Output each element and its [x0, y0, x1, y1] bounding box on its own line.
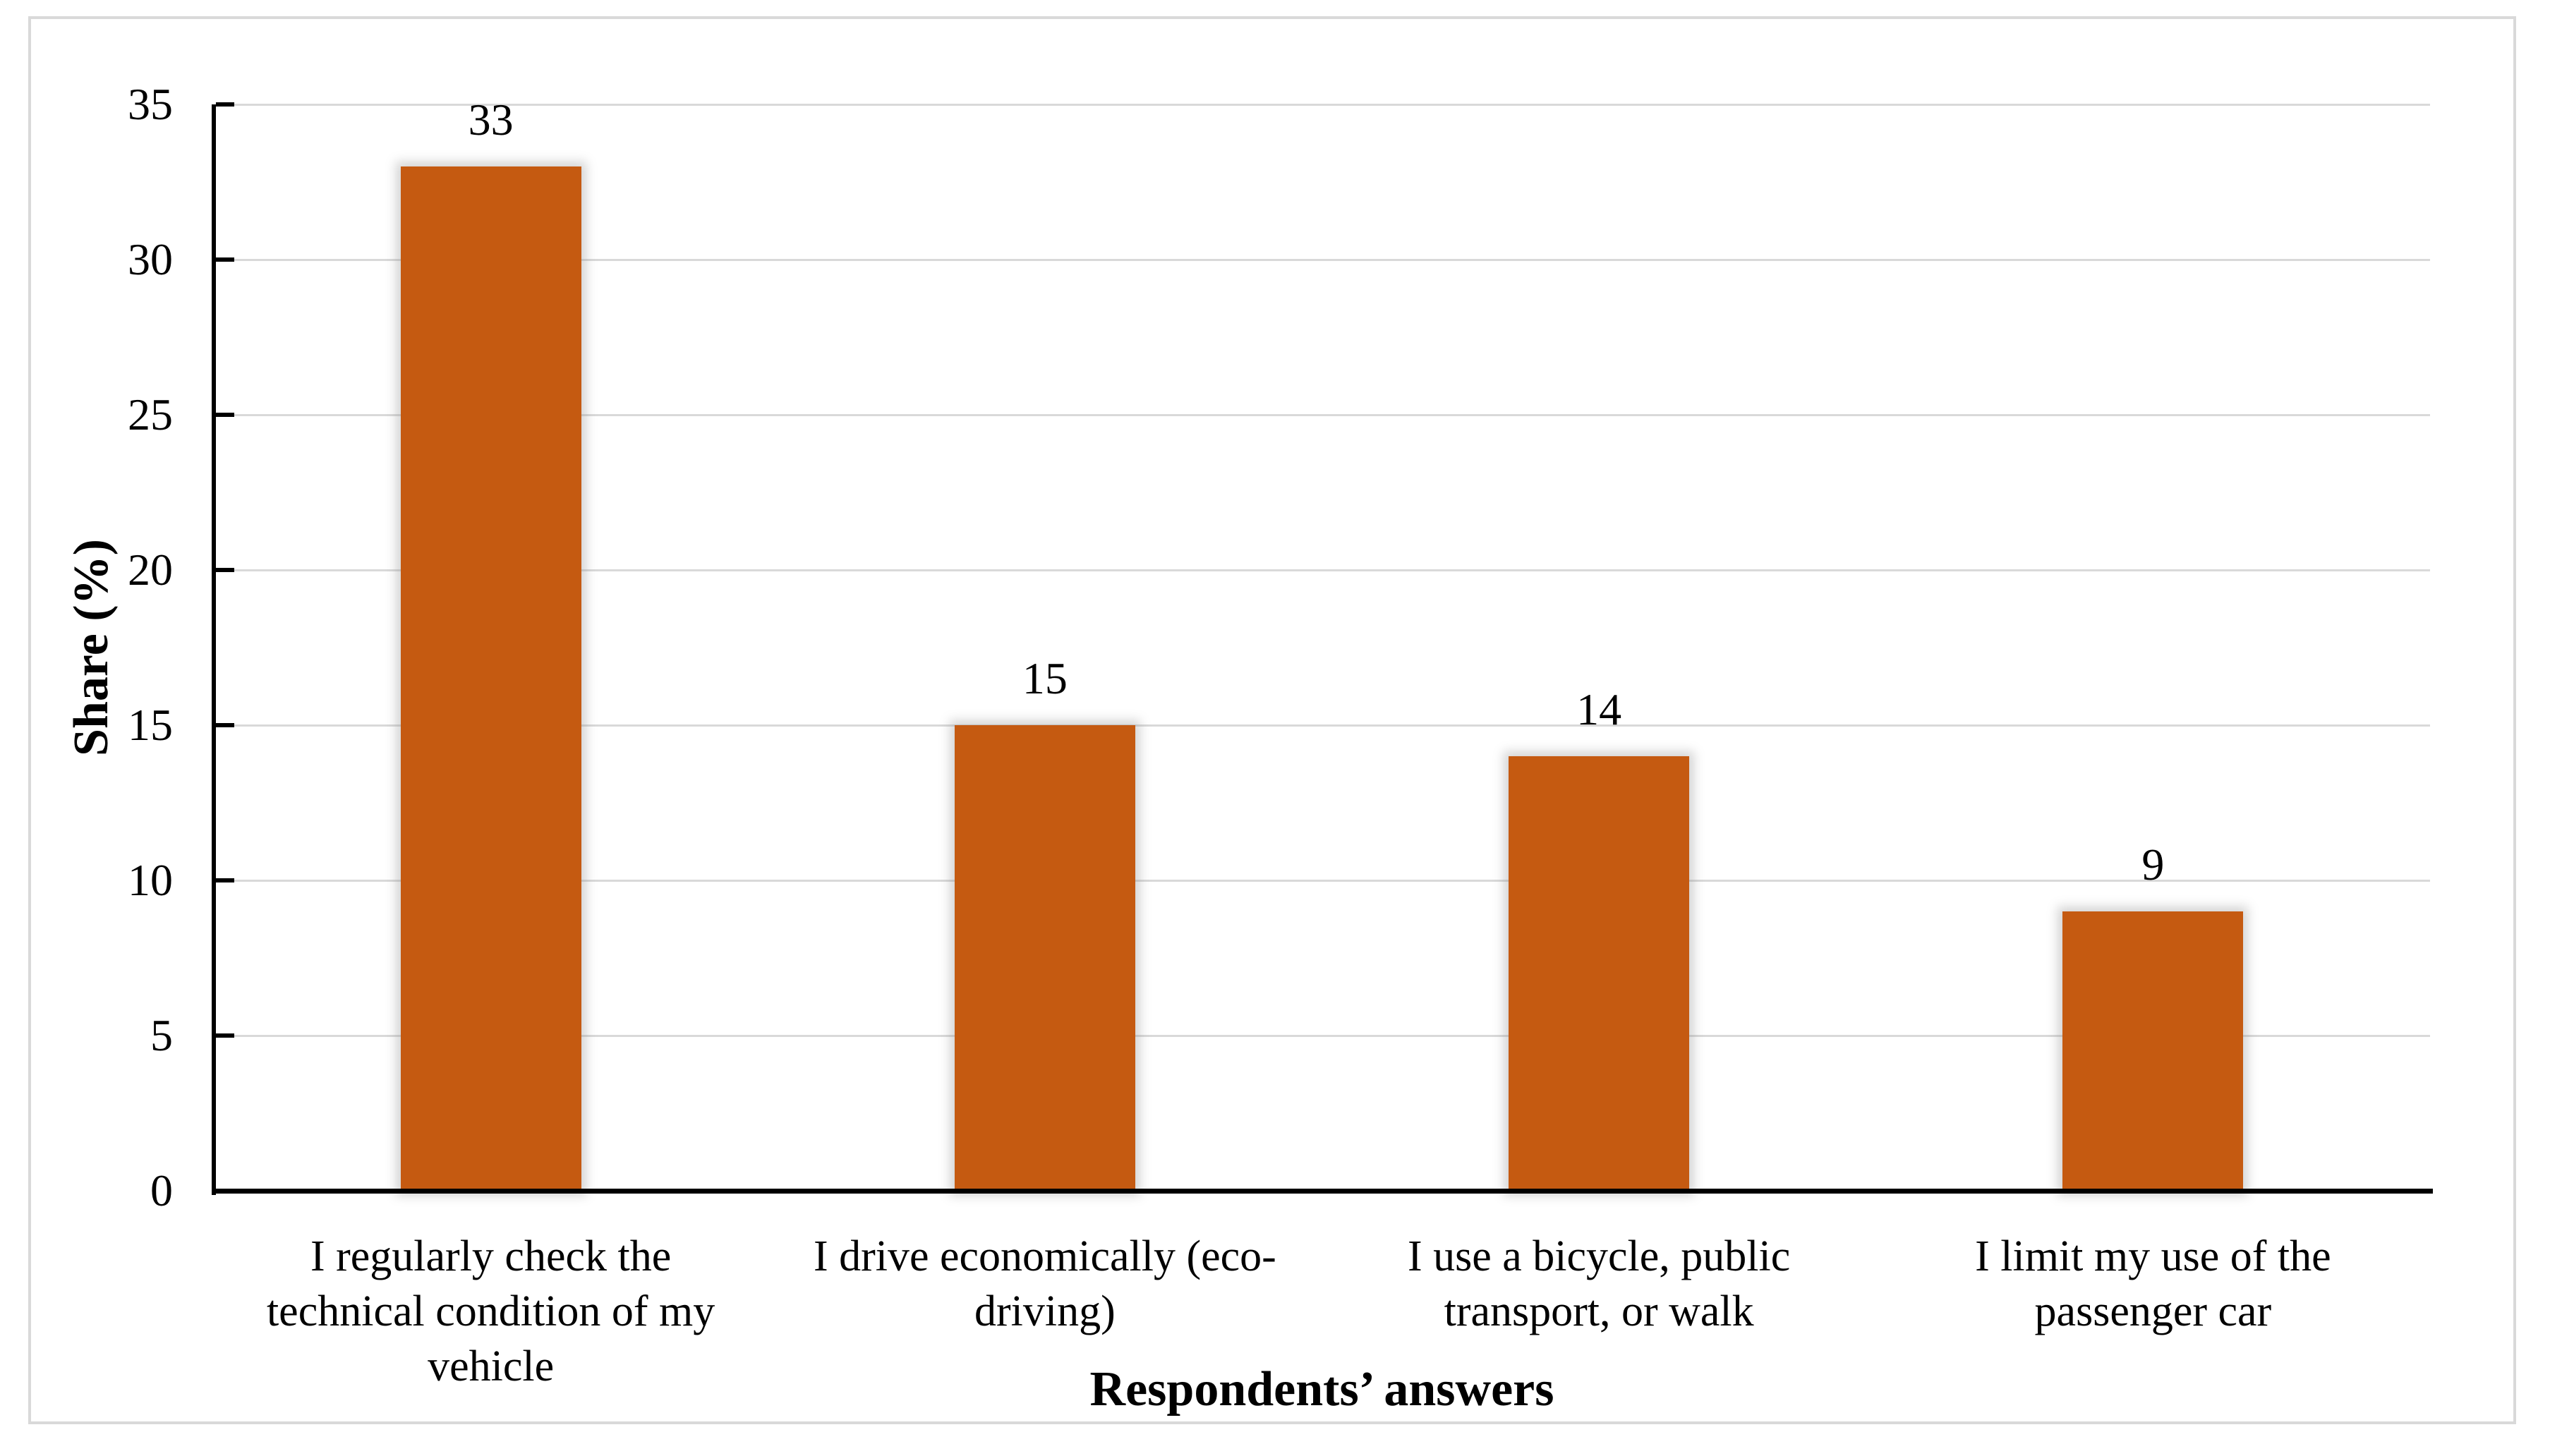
- y-tick-mark-15: [216, 723, 234, 727]
- category-label-4: I limit my use of the passenger car: [1875, 1229, 2430, 1339]
- category-label-1: I regularly check the technical condition…: [214, 1229, 768, 1394]
- x-axis-title: Respondents’ answers: [1089, 1362, 1554, 1416]
- category-label-line: technical condition of my: [266, 1287, 715, 1335]
- y-tick-label-30: 30: [128, 234, 173, 284]
- y-axis-title: Share (%): [64, 539, 119, 756]
- bar-value-label-3: 14: [1576, 684, 1622, 734]
- category-label-2: I drive economically (eco-driving): [768, 1229, 1322, 1339]
- y-tick-mark-25: [216, 413, 234, 417]
- x-axis-line: [212, 1189, 2433, 1194]
- category-label-line: driving): [974, 1287, 1116, 1335]
- y-axis-line: [212, 104, 216, 1195]
- gridline-25: [216, 414, 2430, 416]
- y-tick-label-0: 0: [150, 1165, 173, 1215]
- y-tick-label-25: 25: [128, 389, 173, 439]
- gridline-10: [216, 880, 2430, 882]
- category-label-line: passenger car: [2034, 1287, 2272, 1335]
- y-tick-mark-10: [216, 878, 234, 882]
- bar-4: [2062, 911, 2244, 1191]
- category-label-line: vehicle: [428, 1342, 555, 1390]
- bar-value-label-4: 9: [2141, 839, 2165, 890]
- gridline-30: [216, 259, 2430, 261]
- category-label-line: I regularly check the: [310, 1232, 672, 1280]
- category-label-line: transport, or walk: [1444, 1287, 1754, 1335]
- y-tick-label-5: 5: [150, 1010, 173, 1060]
- category-label-line: I drive economically (eco-: [813, 1232, 1276, 1280]
- category-label-line: I use a bicycle, public: [1407, 1232, 1791, 1280]
- bar-1: [400, 166, 581, 1191]
- y-tick-label-35: 35: [128, 79, 173, 129]
- y-tick-label-10: 10: [128, 855, 173, 905]
- category-label-3: I use a bicycle, public transport, or wal…: [1322, 1229, 1876, 1339]
- gridline-35: [216, 104, 2430, 106]
- gridline-15: [216, 724, 2430, 727]
- gridline-5: [216, 1035, 2430, 1037]
- y-tick-mark-30: [216, 257, 234, 262]
- bar-value-label-2: 15: [1022, 653, 1068, 703]
- category-label-line: I limit my use of the: [1975, 1232, 2331, 1280]
- y-tick-label-20: 20: [128, 545, 173, 595]
- gridline-20: [216, 569, 2430, 571]
- y-tick-label-15: 15: [128, 700, 173, 750]
- bar-value-label-1: 33: [468, 95, 514, 145]
- y-tick-mark-35: [216, 102, 234, 107]
- y-tick-mark-20: [216, 568, 234, 572]
- y-tick-mark-5: [216, 1033, 234, 1038]
- bar-3: [1509, 756, 1690, 1191]
- bar-2: [954, 725, 1135, 1191]
